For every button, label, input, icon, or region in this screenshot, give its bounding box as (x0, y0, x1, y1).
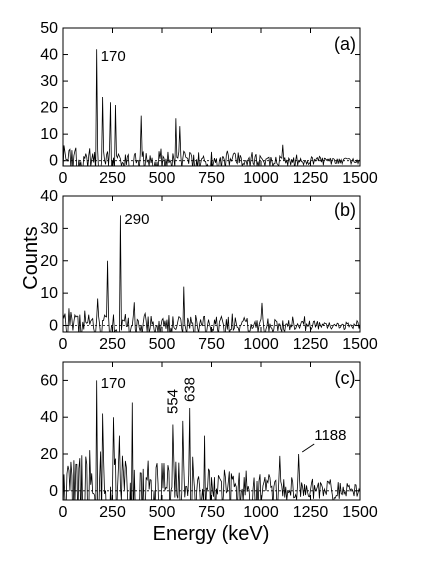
peak-label: 638 (181, 377, 198, 402)
x-tick-label: 250 (99, 504, 126, 521)
peak-label: 290 (124, 211, 149, 228)
x-tick-label: 1250 (293, 504, 329, 521)
y-tick-label: 50 (40, 20, 58, 37)
x-tick-label: 250 (99, 170, 126, 187)
spectrum-line (63, 380, 360, 500)
y-tick-label: 20 (40, 446, 58, 463)
panel-tag: (b) (334, 200, 356, 220)
x-axis-title: Energy (keV) (153, 523, 270, 545)
panel-tag: (c) (335, 368, 356, 388)
y-tick-label: 0 (49, 318, 58, 335)
x-tick-label: 1250 (293, 336, 329, 353)
x-tick-label: 1500 (342, 504, 378, 521)
x-tick-label: 1000 (243, 504, 279, 521)
y-tick-label: 0 (49, 153, 58, 170)
y-tick-label: 40 (40, 188, 58, 205)
y-tick-label: 60 (40, 372, 58, 389)
x-tick-label: 500 (149, 504, 176, 521)
x-tick-label: 250 (99, 336, 126, 353)
x-tick-label: 0 (59, 504, 68, 521)
x-tick-label: 750 (198, 170, 225, 187)
panels-group: 0 250 500 750 1000 1250 150001020304050(a)1700… (40, 20, 378, 521)
x-tick-label: 1000 (243, 336, 279, 353)
x-tick-label: 0 (59, 336, 68, 353)
y-tick-label: 20 (40, 100, 58, 117)
y-tick-label: 30 (40, 73, 58, 90)
x-tick-label: 750 (198, 504, 225, 521)
spectrum-line (63, 215, 360, 332)
y-axis-title: Counts (20, 226, 42, 289)
x-tick-label: 1500 (342, 336, 378, 353)
y-tick-label: 10 (40, 126, 58, 143)
spectrum-line (63, 49, 360, 166)
x-tick-label: 1500 (342, 170, 378, 187)
panel-tag: (a) (334, 34, 356, 54)
peak-label: 554 (165, 389, 182, 414)
y-tick-label: 20 (40, 253, 58, 270)
x-tick-label: 1250 (293, 170, 329, 187)
y-tick-label: 0 (49, 483, 58, 500)
peak-leader-line (301, 443, 315, 453)
y-tick-label: 30 (40, 220, 58, 237)
panel-2: 0 250 500 750 1000 1250 1500 0 10 20 30 40 (b) 290 (40, 188, 378, 353)
y-tick-label: 10 (40, 285, 58, 302)
peak-label: 170 (101, 375, 126, 392)
x-tick-label: 500 (149, 170, 176, 187)
peak-label: 1188 (314, 427, 346, 444)
y-tick-label: 40 (40, 47, 58, 64)
x-tick-label: 1000 (243, 170, 279, 187)
panel-1: 0 250 500 750 1000 1250 1500 0 10 20 30 40 50 (a) 170 (40, 20, 378, 187)
x-tick-label: 750 (198, 336, 225, 353)
x-tick-label: 0 (59, 170, 68, 187)
x-tick-label: 500 (149, 336, 176, 353)
panel-3: 0 250 500 750 1000 1250 1500 0 20 40 60 (c) 170 554 63… (40, 361, 378, 521)
peak-label: 170 (101, 48, 126, 65)
y-tick-label: 40 (40, 409, 58, 426)
